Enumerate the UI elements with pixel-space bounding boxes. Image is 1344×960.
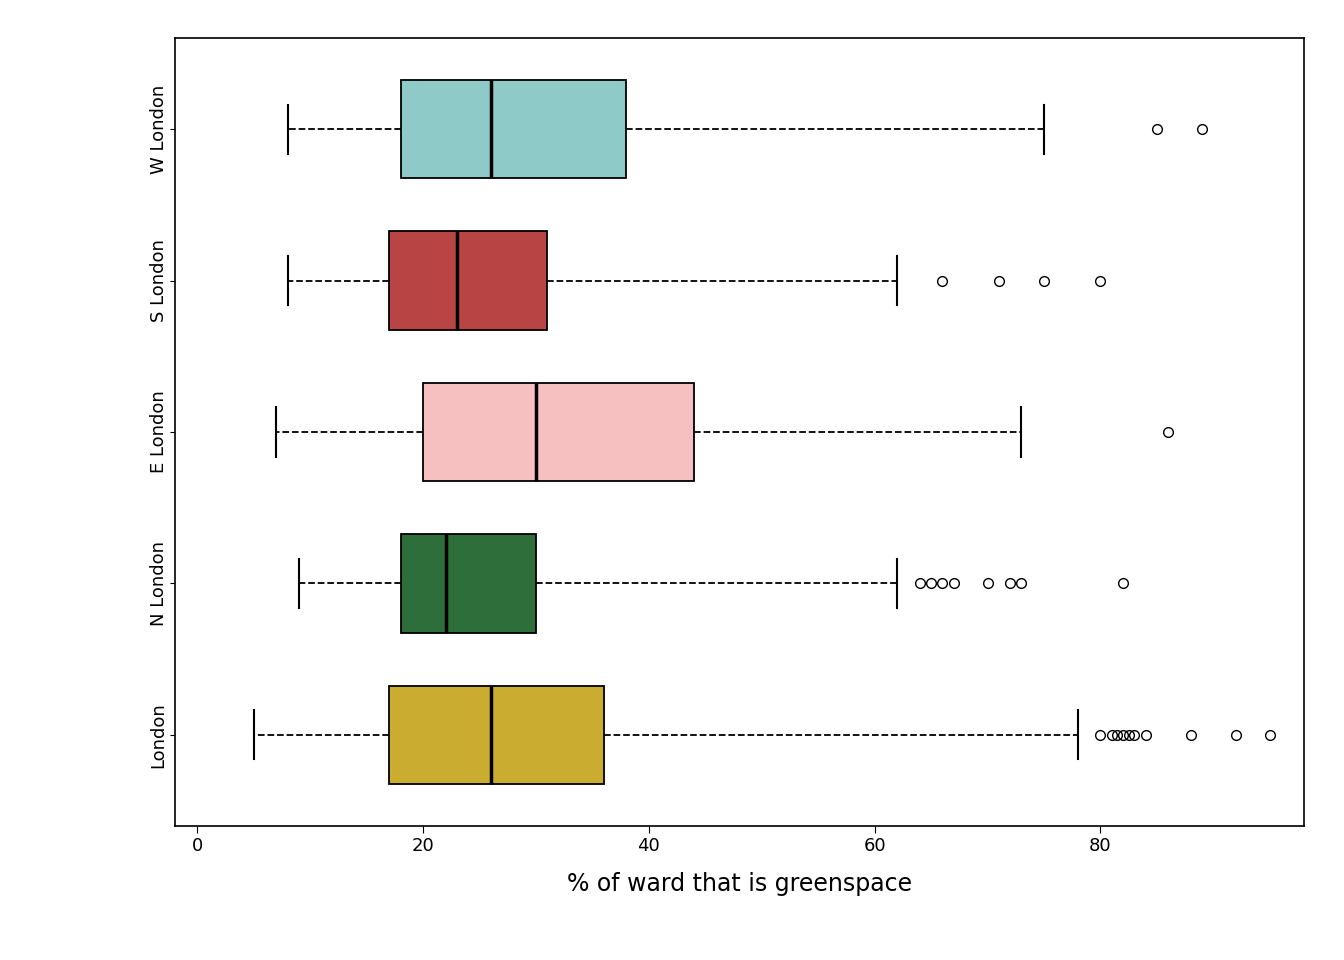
PathPatch shape xyxy=(390,685,603,784)
X-axis label: % of ward that is greenspace: % of ward that is greenspace xyxy=(567,872,911,896)
PathPatch shape xyxy=(423,383,694,481)
PathPatch shape xyxy=(401,80,626,179)
PathPatch shape xyxy=(401,534,536,633)
PathPatch shape xyxy=(390,231,547,330)
